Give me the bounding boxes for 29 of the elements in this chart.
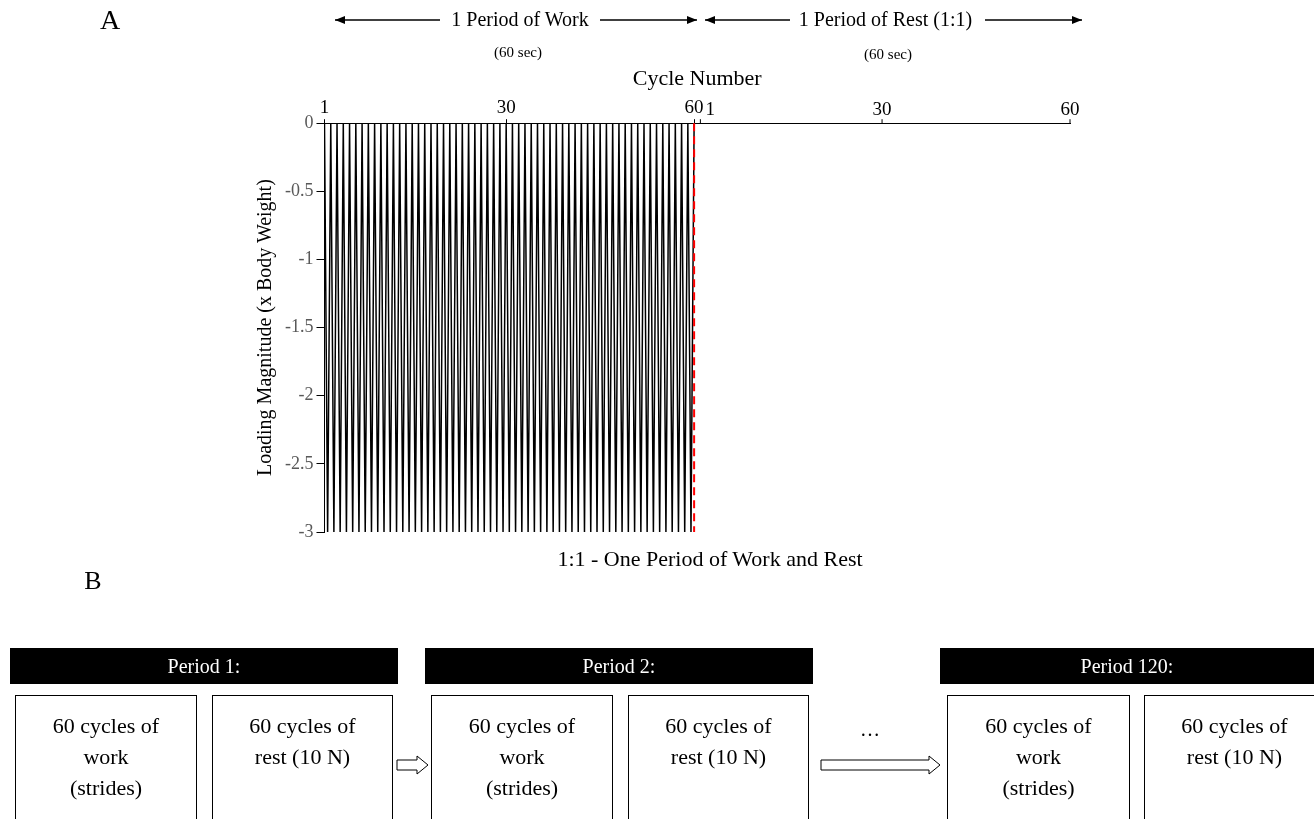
text: Period 120: xyxy=(940,648,1314,684)
x-tick-label: 1 xyxy=(319,95,330,117)
x-tick-label: 30 xyxy=(496,95,516,117)
text: 1 Period of Work xyxy=(450,8,590,31)
y-tick-label: 0 xyxy=(304,111,314,132)
text: Period 1: xyxy=(10,648,398,684)
text: A xyxy=(98,4,122,36)
text: 60 cycles of rest (10 N) xyxy=(1144,695,1314,819)
text: 60 cycles of rest (10 N) xyxy=(628,695,809,819)
y-tick-label: -0.5 xyxy=(284,180,314,201)
text: 1:1 - One Period of Work and Rest xyxy=(556,546,864,572)
y-tick-label: -1.5 xyxy=(284,316,314,337)
text: (60 sec) xyxy=(493,44,543,61)
text: Period 2: xyxy=(425,648,813,684)
y-tick-label: -1 xyxy=(298,248,314,269)
text: B xyxy=(83,566,103,596)
y-axis-title: Loading Magnitude (x Body Weight) xyxy=(253,179,277,477)
y-tick-label: -2.5 xyxy=(284,452,314,473)
text: 60 cycles of work (strides) xyxy=(947,695,1130,819)
x-tick-label: 60 xyxy=(684,95,704,117)
text: 1 Period of Rest (1:1) xyxy=(797,8,974,31)
x-axis-title: Cycle Number xyxy=(632,64,763,90)
y-tick-label: -3 xyxy=(298,520,314,541)
text: … xyxy=(859,718,881,741)
text: 60 cycles of work (strides) xyxy=(15,695,197,819)
y-tick-label: -2 xyxy=(298,384,314,405)
text: 60 cycles of work (strides) xyxy=(431,695,613,819)
text: (60 sec) xyxy=(863,46,913,63)
text: 60 cycles of rest (10 N) xyxy=(212,695,393,819)
